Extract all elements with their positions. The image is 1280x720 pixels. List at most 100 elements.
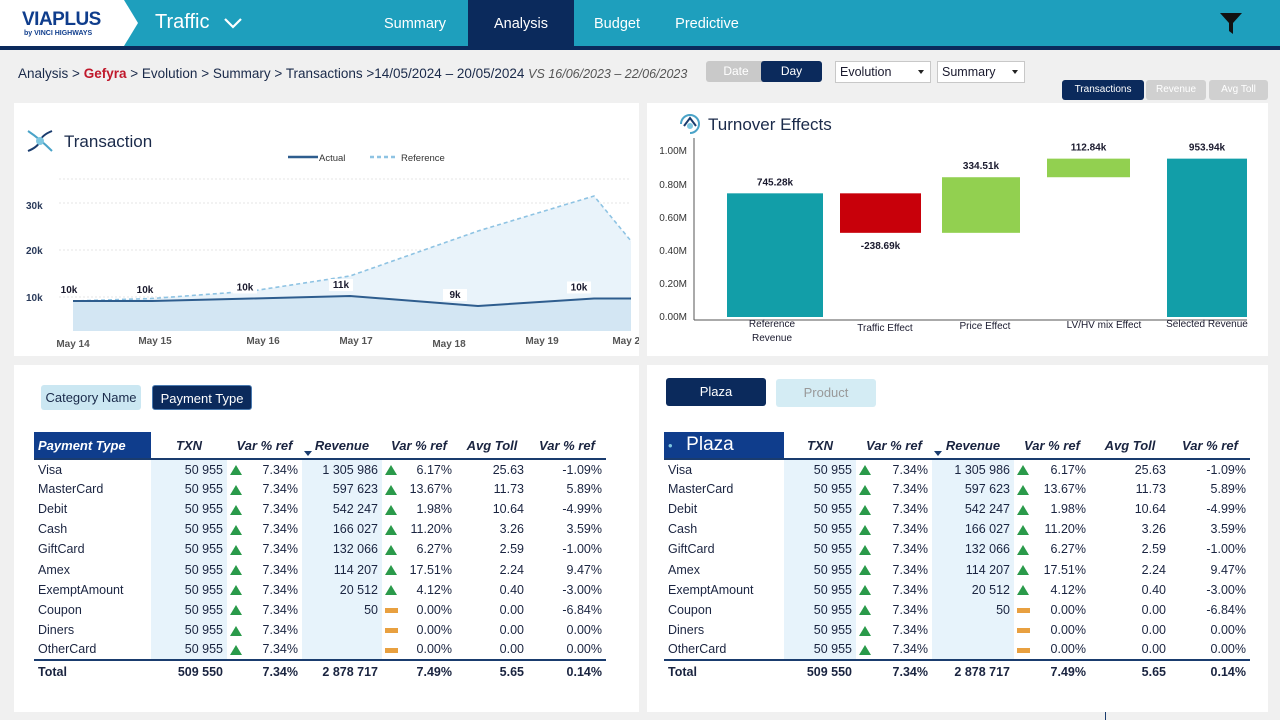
triangle-up-icon: [385, 484, 397, 495]
total-cell: 2 878 717: [932, 658, 1014, 683]
sort-desc-icon[interactable]: [304, 451, 312, 456]
trend-up-icon: [382, 580, 400, 600]
table-row[interactable]: MasterCard 50 955 7.34% 597 623 13.67% 11.73 5…: [664, 479, 1250, 500]
sort-desc-icon[interactable]: [934, 451, 942, 456]
table-row[interactable]: Amex 50 955 7.34% 114 207 17.51% 2.24 9.47%: [664, 559, 1250, 580]
table-row[interactable]: ExemptAmount 50 955 7.34% 20 512 4.12% 0.40 -3…: [34, 579, 606, 600]
crumb-summary[interactable]: Summary: [212, 66, 271, 81]
crumb-sep: >: [274, 66, 283, 81]
first-column-header[interactable]: • Plaza: [664, 432, 784, 460]
total-cell: 7.34%: [227, 658, 302, 683]
var-cell: 7.34%: [892, 562, 928, 577]
column-header[interactable]: Var % ref: [856, 432, 932, 460]
table-row[interactable]: MasterCard 50 955 7.34% 597 623 13.67% 11.73 5…: [34, 479, 606, 500]
nav-summary[interactable]: Summary: [383, 16, 447, 32]
chevron-down-icon[interactable]: [222, 12, 244, 34]
turnover-waterfall-chart[interactable]: 1.00M 0.80M 0.60M 0.40M 0.20M 0.00M 745.28k -23…: [647, 103, 1268, 356]
avg-toll-cell: 0.00: [499, 642, 524, 657]
y-tick: 10k: [26, 293, 43, 304]
waterfall-category-label: Selected Revenue: [1166, 319, 1248, 330]
var-cell: -6.84%: [1206, 602, 1246, 617]
viaplus-logo[interactable]: VIAPLUS by VINCI HIGHWAYS: [0, 0, 138, 46]
table-row[interactable]: Visa 50 955 7.34% 1 305 986 6.17% 25.63 -1.09%: [664, 459, 1250, 480]
crumb-gefyra[interactable]: Gefyra: [83, 66, 127, 81]
metric-tab-transactions[interactable]: Transactions: [1062, 80, 1144, 100]
table-row[interactable]: Diners 50 955 7.34% 0.00% 0.00 0.00%: [34, 619, 606, 640]
column-header[interactable]: Var % ref: [528, 432, 606, 460]
crumb-analysis[interactable]: Analysis: [18, 66, 69, 81]
plaza-button[interactable]: Plaza: [666, 378, 766, 406]
trend-up-icon: [227, 479, 245, 499]
total-cell: 7.34%: [856, 658, 932, 683]
summary-select[interactable]: Summary: [937, 61, 1025, 83]
table-row[interactable]: Debit 50 955 7.34% 542 247 1.98% 10.64 -4.99%: [664, 499, 1250, 520]
data-label-bg: [233, 281, 257, 294]
table-row[interactable]: Debit 50 955 7.34% 542 247 1.98% 10.64 -4.99%: [34, 499, 606, 520]
data-label-bg: [567, 281, 591, 294]
table-row[interactable]: OtherCard 50 955 7.34% 0.00% 0.00 0.00%: [664, 639, 1250, 660]
column-header[interactable]: Var % ref: [1014, 432, 1090, 460]
txn-cell: 50 955: [784, 579, 856, 600]
revenue-cell: 542 247: [302, 499, 382, 520]
flat-bar-icon: [384, 628, 398, 633]
table-row[interactable]: Coupon 50 955 7.34% 50 0.00% 0.00 -6.84%: [34, 599, 606, 620]
category-name-button[interactable]: Category Name: [41, 385, 141, 410]
table-header-row: • Plaza TXN Var % ref Revenue Var % ref Avg T…: [664, 432, 1250, 460]
column-header[interactable]: Var % ref: [382, 432, 456, 460]
crumb-transactions[interactable]: Transactions: [285, 66, 363, 81]
filter-icon[interactable]: [1219, 11, 1243, 35]
column-header[interactable]: Var % ref: [1170, 432, 1250, 460]
product-button[interactable]: Product: [776, 379, 876, 407]
table-row[interactable]: Cash 50 955 7.34% 166 027 11.20% 3.26 3.59%: [34, 519, 606, 540]
evolution-select[interactable]: Evolution: [835, 61, 931, 83]
trend-up-icon: [227, 499, 245, 519]
table-row[interactable]: Cash 50 955 7.34% 166 027 11.20% 3.26 3.59%: [664, 519, 1250, 540]
revenue-cell: 166 027: [302, 519, 382, 540]
metric-tab-revenue[interactable]: Revenue: [1146, 80, 1206, 100]
triangle-up-icon: [385, 545, 397, 556]
table-row[interactable]: OtherCard 50 955 7.34% 0.00% 0.00 0.00%: [34, 639, 606, 660]
txn-cell: 50 955: [784, 519, 856, 540]
var-cell: 5.89%: [1210, 482, 1246, 497]
crumb-evolution[interactable]: Evolution: [141, 66, 198, 81]
column-header[interactable]: TXN: [784, 432, 856, 460]
table-row[interactable]: GiftCard 50 955 7.34% 132 066 6.27% 2.59 -1.00…: [34, 539, 606, 560]
var-cell: 7.34%: [262, 522, 298, 537]
table-row[interactable]: Visa 50 955 7.34% 1 305 986 6.17% 25.63 -1.09%: [34, 459, 606, 480]
column-header[interactable]: Revenue: [932, 432, 1014, 460]
first-column-header[interactable]: Payment Type: [34, 432, 151, 460]
app-title[interactable]: Traffic: [155, 11, 210, 33]
var-cell: 7.34%: [262, 502, 298, 517]
var-cell: 7.34%: [262, 582, 298, 597]
column-header[interactable]: Avg Toll: [1090, 432, 1170, 460]
column-header[interactable]: Revenue: [302, 432, 382, 460]
transaction-line-chart[interactable]: 10k 10k 10k 11k 9k 10k May 14 May 15 May 16 May 1…: [14, 103, 639, 356]
toggle-day[interactable]: Day: [761, 61, 822, 82]
table-row[interactable]: GiftCard 50 955 7.34% 132 066 6.27% 2.59 -1.00…: [664, 539, 1250, 560]
var-cell: 6.27%: [416, 542, 452, 557]
trend-up-icon: [227, 580, 245, 600]
total-row: Total 509 550 7.34% 2 878 717 7.49% 5.65 0.14%: [664, 658, 1250, 683]
column-header[interactable]: TXN: [151, 432, 227, 460]
metric-tab-avg-toll[interactable]: Avg Toll: [1209, 80, 1268, 100]
waterfall-bar: [1047, 158, 1130, 178]
nav-budget[interactable]: Budget: [594, 16, 640, 32]
triangle-up-icon: [859, 625, 871, 636]
table-row[interactable]: Coupon 50 955 7.34% 50 0.00% 0.00 -6.84%: [664, 599, 1250, 620]
nav-analysis[interactable]: Analysis: [468, 0, 574, 46]
payment-type-button[interactable]: Payment Type: [152, 385, 252, 410]
var-cell: 0.00%: [416, 622, 452, 637]
nav-predictive[interactable]: Predictive: [675, 16, 739, 32]
trend-up-icon: [856, 479, 874, 499]
row-label: Amex: [38, 562, 70, 577]
table-row[interactable]: Diners 50 955 7.34% 0.00% 0.00 0.00%: [664, 619, 1250, 640]
table-row[interactable]: ExemptAmount 50 955 7.34% 20 512 4.12% 0.40 -3…: [664, 579, 1250, 600]
trend-flat-icon: [382, 600, 400, 620]
column-header[interactable]: Avg Toll: [456, 432, 528, 460]
table-row[interactable]: Amex 50 955 7.34% 114 207 17.51% 2.24 9.47%: [34, 559, 606, 580]
column-header[interactable]: Var % ref: [227, 432, 302, 460]
total-cell: 7.49%: [382, 658, 456, 683]
crumb-sep: >: [201, 66, 210, 81]
txn-cell: 50 955: [784, 559, 856, 580]
toggle-date[interactable]: Date: [706, 61, 766, 82]
